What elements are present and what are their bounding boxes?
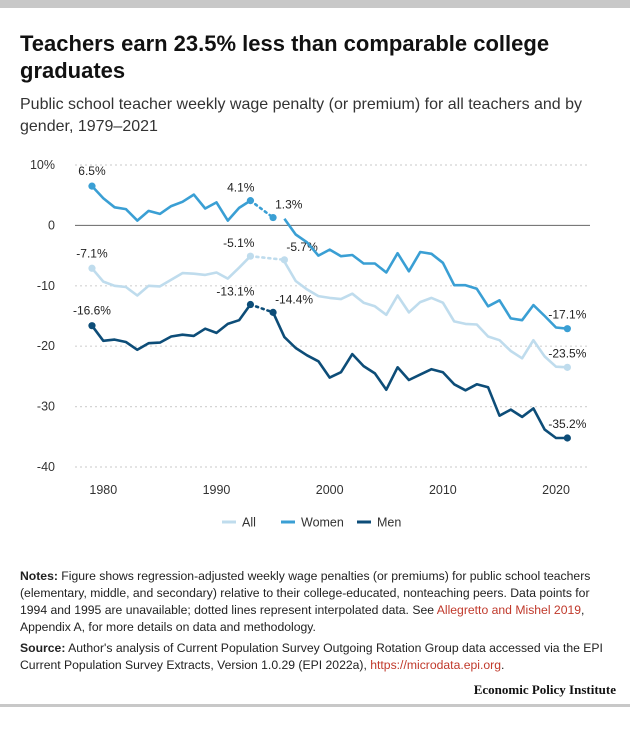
data-point-all (563, 363, 571, 371)
data-label-all: -5.7% (286, 240, 318, 254)
data-point-women (269, 213, 277, 222)
x-tick-label: 2010 (429, 483, 457, 497)
y-tick-label: 10% (30, 158, 55, 172)
data-point-all (280, 256, 288, 264)
x-tick-label: 1980 (89, 483, 117, 497)
y-tick-label: 0 (48, 218, 55, 232)
data-point-all (246, 252, 255, 260)
data-label-women: 4.1% (227, 181, 255, 195)
chart-title: Teachers earn 23.5% less than comparable… (20, 31, 550, 83)
x-tick-label: 1990 (203, 483, 231, 497)
source: Source: Author's analysis of Current Pop… (20, 640, 616, 674)
notes-link[interactable]: Allegretto and Mishel 2019 (436, 603, 582, 617)
interpolated-segment-all (249, 254, 286, 262)
top-divider (0, 0, 630, 8)
data-point-women (88, 182, 96, 190)
series-line-women (283, 218, 568, 330)
legend-label-women: Women (301, 516, 344, 530)
series-line-all (283, 260, 568, 369)
x-tick-label: 2000 (316, 483, 344, 497)
data-label-women: 1.3% (275, 198, 303, 212)
data-point-men (246, 300, 255, 309)
interpolated-segment-women (249, 199, 275, 219)
series-line-all (91, 255, 252, 297)
notes: Notes: Figure shows regression-adjusted … (20, 568, 616, 636)
data-point-all (88, 264, 96, 272)
data-label-men: -35.2% (548, 417, 586, 431)
data-point-men (563, 434, 571, 442)
data-label-men: -13.1% (216, 285, 254, 299)
notes-text-end: , Appendix A, for more details on data a… (20, 603, 585, 634)
interpolated-segment-men (249, 303, 275, 314)
y-tick-label: -10 (37, 279, 55, 293)
x-tick-label: 2020 (542, 483, 570, 497)
bottom-divider (0, 704, 630, 707)
data-label-women: -17.1% (548, 308, 586, 322)
data-point-men (88, 322, 96, 330)
y-tick-label: -40 (37, 460, 55, 474)
series-line-women (91, 185, 252, 222)
source-text: Author's analysis of Current Population … (20, 641, 603, 672)
data-point-women (563, 325, 571, 333)
data-label-men: -14.4% (275, 292, 313, 306)
data-label-all: -5.1% (223, 236, 255, 250)
data-label-all: -23.5% (548, 346, 586, 360)
source-label: Source: (20, 641, 66, 655)
chart-subtitle: Public school teacher weekly wage penalt… (20, 96, 583, 135)
notes-text: Figure shows regression-adjusted weekly … (20, 569, 591, 617)
data-label-women: 6.5% (78, 164, 106, 178)
legend-label-men: Men (377, 516, 401, 530)
y-tick-label: -30 (37, 400, 55, 414)
source-link[interactable]: https://microdata.epi.org (370, 658, 501, 672)
data-point-women (246, 197, 255, 205)
notes-label: Notes: (20, 569, 58, 583)
line-chart: 10% 0 -10 -20 -30 -40 1980 1990 2000 2010 2020 -7.1… (30, 158, 590, 530)
series-line-men (90, 303, 252, 352)
data-point-men (269, 308, 277, 316)
series-line-men (271, 311, 568, 440)
data-label-men: -16.6% (73, 304, 111, 318)
data-label-all: -7.1% (76, 246, 108, 260)
source-text-end: . (501, 658, 505, 672)
y-tick-label: -20 (37, 339, 55, 353)
legend-label-all: All (242, 516, 256, 530)
epi-logo: Economic Policy Institute (473, 682, 616, 697)
